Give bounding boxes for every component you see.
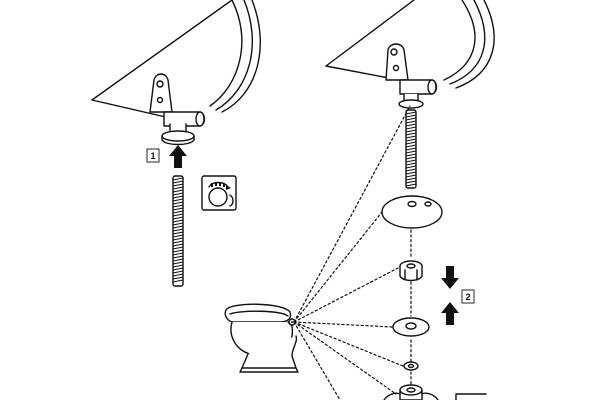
hex-nut-icon	[399, 260, 423, 282]
arrow-down-icon	[441, 266, 459, 289]
step-2-number: 2	[465, 292, 470, 302]
toilet-bowl-icon	[224, 303, 299, 373]
arrow-up-icon	[169, 145, 187, 168]
arrow-up-icon	[441, 302, 459, 325]
threaded-rod-icon	[172, 175, 184, 287]
large-washer-icon	[381, 195, 443, 229]
right-hinge	[385, 43, 438, 109]
leader-lines	[293, 105, 411, 400]
step-2-badge: 2	[461, 289, 475, 304]
left-seat-panel	[91, 0, 261, 119]
step-1-number: 1	[150, 151, 155, 161]
step-1-badge: 1	[146, 148, 160, 163]
wing-nut-icon	[383, 384, 439, 400]
hand-tighten-callout-icon	[201, 175, 237, 211]
small-washer-icon	[392, 317, 430, 337]
threaded-bolt-icon	[405, 109, 417, 189]
right-seat-panel	[325, 0, 495, 89]
tiny-washer-icon	[403, 361, 419, 371]
left-hinge	[149, 73, 206, 146]
